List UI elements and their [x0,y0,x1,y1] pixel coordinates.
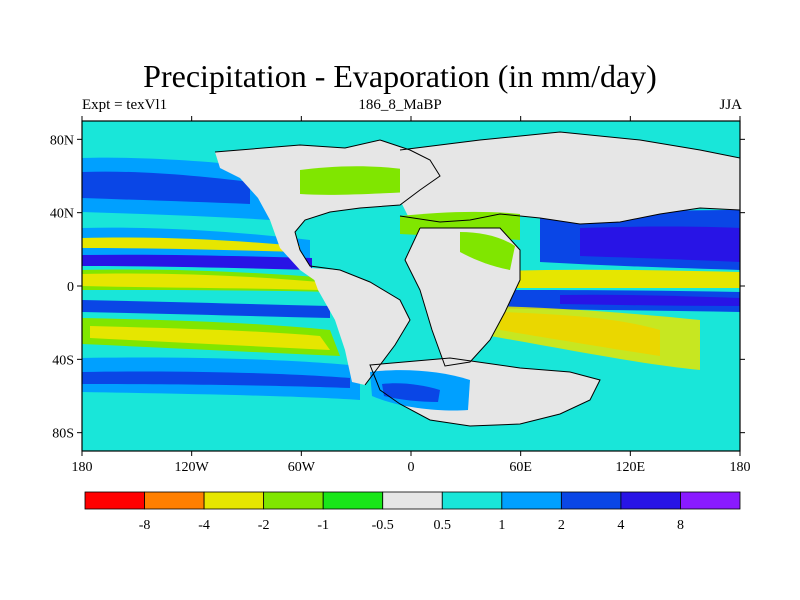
colorbar-swatch [322,491,384,510]
band-east-south-yellow [490,306,700,370]
lat-tick-label: 80S [52,427,74,442]
lat-tick-label: 80N [50,133,74,148]
band-east-north-navy [580,226,740,262]
band-itcz-blue [82,254,312,270]
colorbar-label: -8 [139,518,151,533]
lon-tick-label: 60W [288,460,316,475]
coastline-eurasia-africa [399,131,740,367]
period-label: 186_8_MaBP [358,97,442,113]
band-south-ocean-blue [82,371,350,388]
colorbar-swatch [203,491,265,510]
band-east-trop-navy [560,294,740,306]
colorbar-label: -0.5 [372,518,394,533]
colorbar-swatch [680,491,741,510]
colorbar-swatch [382,491,443,510]
lon-tick-label: 60E [509,460,532,475]
colorbar-label: 0.5 [434,518,452,533]
colorbar-swatch [263,491,324,510]
band-south-subtrop-yellow [90,326,330,350]
colorbar-swatch [144,491,205,510]
map-title: Precipitation - Evaporation (in mm/day) [143,58,657,94]
colorbar-label: 8 [677,518,684,533]
colorbar-label: -4 [198,518,210,533]
lat-tick-label: 40S [52,353,74,368]
latitude-axis: 80N 40N 0 40S 80S [50,133,745,442]
colorbar-label: -2 [258,518,270,533]
land-africa-green [460,232,515,270]
colorbar-swatch [84,491,145,510]
land-europe-asia [400,132,740,224]
lon-tick-label: 180 [730,460,751,475]
band-subtropical-yellow [82,237,300,252]
land-south-america [310,268,410,385]
colorbar: -8 -4 -2 -1 -0.5 0.5 1 2 4 8 [84,491,741,533]
lon-tick-label: 120W [175,460,210,475]
longitude-axis: 180 120W 60W 0 60E 120E 180 [72,116,751,475]
colorbar-label: 1 [498,518,505,533]
coastline-americas [214,139,441,386]
lon-tick-label: 120E [616,460,646,475]
colorbar-swatch [620,491,681,510]
colorbar-label: -1 [317,518,329,533]
land-north-america-green [300,166,410,195]
colorbar-swatch [441,491,503,510]
lon-tick-label: 180 [72,460,93,475]
band-equator-yellow [82,273,320,290]
land-southern-navy-patch [382,383,440,402]
season-label: JJA [719,97,742,113]
band-south-trop-blue [82,300,330,318]
colorbar-swatch [560,491,622,510]
colorbar-label: 2 [558,518,565,533]
map-field [82,121,740,451]
coastline-southern [369,357,601,427]
band-east-trop-yellow [480,269,740,288]
colorbar-swatch [501,491,562,510]
experiment-label: Expt = texVl1 [82,97,168,113]
lat-tick-label: 40N [50,207,74,222]
band-north-pacific-blue [82,171,250,204]
colorbar-label: 4 [617,518,624,533]
lat-tick-label: 0 [67,280,74,295]
lon-tick-label: 0 [408,460,415,475]
